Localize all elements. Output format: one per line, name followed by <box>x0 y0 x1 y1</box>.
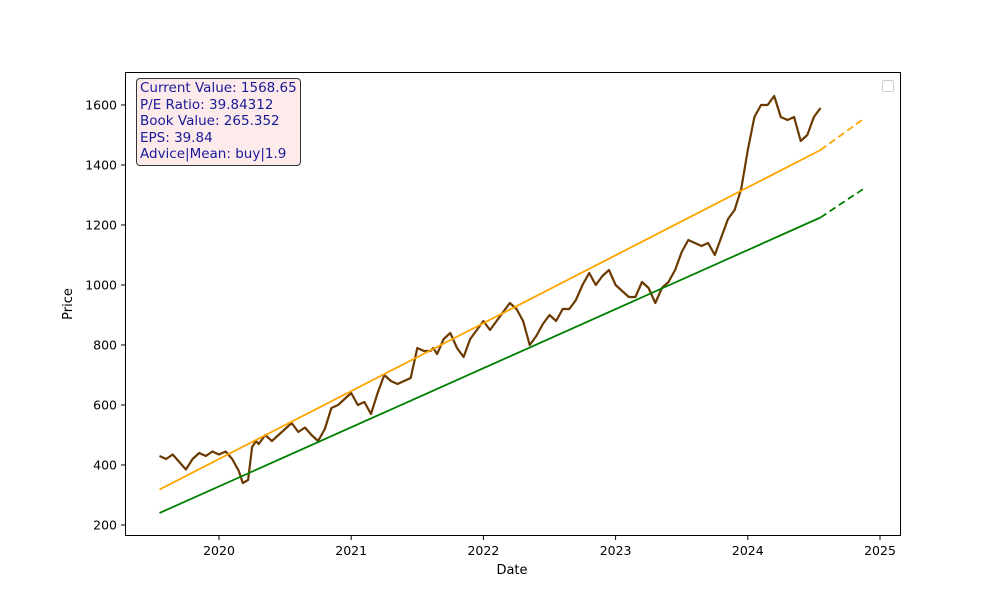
series-lower-trend-forecast <box>820 187 865 219</box>
series-layer <box>159 94 865 514</box>
y-tick-label: 1200 <box>85 218 117 233</box>
y-tick-label: 800 <box>93 338 117 353</box>
x-axis: 2020 2021 2022 2023 2024 2025 <box>203 536 896 558</box>
y-tick-label: 600 <box>93 398 117 413</box>
y-tick-label: 1600 <box>85 98 117 113</box>
current-value-text: Current Value: 1568.65 <box>140 80 297 96</box>
y-tick-label: 400 <box>93 458 117 473</box>
y-tick-label: 200 <box>93 518 117 533</box>
book-value-text: Book Value: 265.352 <box>140 113 280 130</box>
legend-empty <box>882 80 894 92</box>
y-tick-label: 1400 <box>85 158 117 173</box>
x-tick-label: 2020 <box>203 543 235 558</box>
y-tick-label: 1000 <box>85 278 117 293</box>
x-axis-title: Date <box>496 563 527 578</box>
advice-mean-text: Advice|Mean: buy|1.9 <box>140 146 287 163</box>
x-tick-label: 2023 <box>600 543 632 558</box>
y-axis-title: Price <box>61 288 76 320</box>
series-lower-trend <box>159 216 821 514</box>
series-upper-trend-forecast <box>819 117 865 151</box>
stock-info-box: Current Value: 1568.65 P/E Ratio: 39.843… <box>136 78 301 166</box>
series-upper-trend <box>159 149 821 491</box>
pe-ratio-text: P/E Ratio: 39.84312 <box>140 96 274 113</box>
y-axis: 200 400 600 800 1000 1200 1400 1600 <box>85 98 125 533</box>
eps-text: EPS: 39.84 <box>140 129 213 146</box>
plot-area-frame <box>125 72 901 536</box>
x-tick-label: 2024 <box>732 543 764 558</box>
x-tick-label: 2021 <box>335 543 367 558</box>
x-tick-label: 2022 <box>467 543 499 558</box>
x-tick-label: 2025 <box>864 543 896 558</box>
